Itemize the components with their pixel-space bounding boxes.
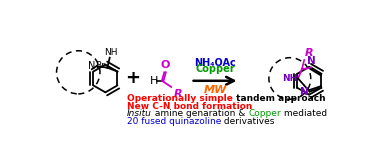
Text: R: R <box>305 49 314 59</box>
Text: tandem approach: tandem approach <box>233 94 325 103</box>
Text: amine genaration &: amine genaration & <box>152 109 248 118</box>
Text: derivatives: derivatives <box>222 117 275 126</box>
Text: Insitu: Insitu <box>127 109 152 118</box>
Text: New C-N bond formation: New C-N bond formation <box>127 102 253 111</box>
Text: MW: MW <box>203 85 227 95</box>
Text: Br: Br <box>95 61 105 70</box>
Text: Operationally simple: Operationally simple <box>127 94 233 103</box>
Text: +: + <box>125 70 140 87</box>
Text: NH: NH <box>282 74 297 83</box>
Text: Copper: Copper <box>195 64 235 74</box>
Text: O: O <box>160 60 170 70</box>
Text: N: N <box>300 87 309 97</box>
Text: R: R <box>174 89 182 99</box>
Text: mediated: mediated <box>281 109 327 118</box>
Text: NH₄OAc: NH₄OAc <box>194 58 236 68</box>
Text: N: N <box>88 61 96 71</box>
Text: H: H <box>150 76 158 86</box>
Text: NH: NH <box>104 48 117 57</box>
Text: 20 fused quinazoline: 20 fused quinazoline <box>127 117 222 126</box>
Text: Copper: Copper <box>248 109 281 118</box>
Text: N: N <box>307 56 316 66</box>
